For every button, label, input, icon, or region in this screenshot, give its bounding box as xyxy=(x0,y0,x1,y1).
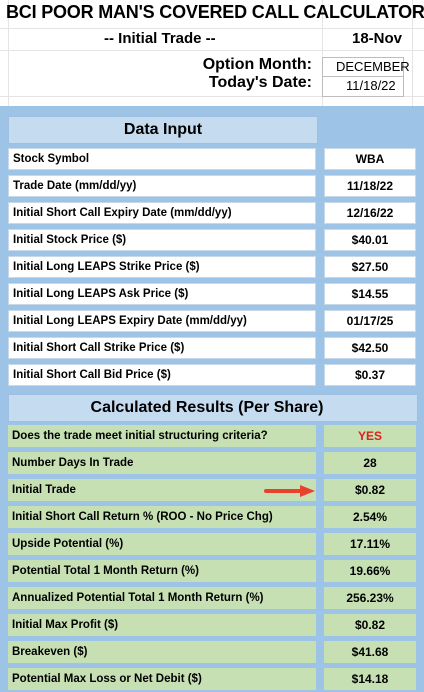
input-leaps-strike[interactable]: $27.50 xyxy=(324,256,416,278)
result-label-initial-trade: Initial Trade xyxy=(8,479,316,501)
input-label-trade-date: Trade Date (mm/dd/yy) xyxy=(8,175,316,197)
result-max-loss: $14.18 xyxy=(324,668,416,690)
grid-line xyxy=(8,0,9,106)
result-short-call-return: 2.54% xyxy=(324,506,416,528)
input-label-short-call-strike: Initial Short Call Strike Price ($) xyxy=(8,337,316,359)
input-short-call-expiry[interactable]: 12/16/22 xyxy=(324,202,416,224)
result-label-days: Number Days In Trade xyxy=(8,452,316,474)
todays-date-value: 11/18/22 xyxy=(346,78,396,93)
result-label-upside: Upside Potential (%) xyxy=(8,533,316,555)
input-short-call-bid[interactable]: $0.37 xyxy=(324,364,416,386)
data-input-heading-text: Data Input xyxy=(123,121,203,138)
result-annualized: 256.23% xyxy=(324,587,416,609)
result-breakeven: $41.68 xyxy=(324,641,416,663)
result-label-criteria: Does the trade meet initial structuring … xyxy=(8,425,316,447)
data-input-heading: Data Input xyxy=(8,116,318,144)
result-max-profit: $0.82 xyxy=(324,614,416,636)
date-short: 18-Nov xyxy=(352,30,403,47)
input-stock-symbol[interactable]: WBA xyxy=(324,148,416,170)
section-subtitle: -- Initial Trade -- xyxy=(104,30,216,47)
result-criteria: YES xyxy=(324,425,416,447)
result-upside: 17.11% xyxy=(324,533,416,555)
result-label-short-call-return: Initial Short Call Return % (ROO - No Pr… xyxy=(8,506,316,528)
input-trade-date[interactable]: 11/18/22 xyxy=(324,175,416,197)
input-leaps-ask[interactable]: $14.55 xyxy=(324,283,416,305)
input-label-leaps-strike: Initial Long LEAPS Strike Price ($) xyxy=(8,256,316,278)
input-short-call-strike[interactable]: $42.50 xyxy=(324,337,416,359)
todays-date-label: Today's Date: xyxy=(208,74,312,91)
option-month-value: DECEMBER xyxy=(336,59,410,74)
todays-date-cell[interactable] xyxy=(322,76,404,97)
result-label-breakeven: Breakeven ($) xyxy=(8,641,316,663)
input-label-leaps-expiry: Initial Long LEAPS Expiry Date (mm/dd/yy… xyxy=(8,310,316,332)
grid-line xyxy=(0,28,424,29)
grid-line xyxy=(0,96,424,97)
result-label-max-loss: Potential Max Loss or Net Debit ($) xyxy=(8,668,316,690)
input-stock-price[interactable]: $40.01 xyxy=(324,229,416,251)
result-label-max-profit: Initial Max Profit ($) xyxy=(8,614,316,636)
results-heading: Calculated Results (Per Share) xyxy=(8,394,418,422)
grid-line xyxy=(0,50,424,51)
page-title: BCI POOR MAN'S COVERED CALL CALCULATOR xyxy=(6,2,424,22)
result-days: 28 xyxy=(324,452,416,474)
result-label-total-return: Potential Total 1 Month Return (%) xyxy=(8,560,316,582)
grid-line xyxy=(322,0,323,106)
input-leaps-expiry[interactable]: 01/17/25 xyxy=(324,310,416,332)
input-label-stock-symbol: Stock Symbol xyxy=(8,148,316,170)
option-month-label: Option Month: xyxy=(202,56,312,73)
red-arrow-icon xyxy=(264,485,315,497)
result-label-annualized: Annualized Potential Total 1 Month Retur… xyxy=(8,587,316,609)
grid-line xyxy=(412,0,413,106)
result-total-return: 19.66% xyxy=(324,560,416,582)
input-label-short-call-expiry: Initial Short Call Expiry Date (mm/dd/yy… xyxy=(8,202,316,224)
input-label-stock-price: Initial Stock Price ($) xyxy=(8,229,316,251)
results-heading-text: Calculated Results (Per Share) xyxy=(90,399,324,416)
input-label-leaps-ask: Initial Long LEAPS Ask Price ($) xyxy=(8,283,316,305)
header-area: BCI POOR MAN'S COVERED CALL CALCULATOR -… xyxy=(0,0,424,106)
result-initial-trade: $0.82 xyxy=(324,479,416,501)
input-label-short-call-bid: Initial Short Call Bid Price ($) xyxy=(8,364,316,386)
